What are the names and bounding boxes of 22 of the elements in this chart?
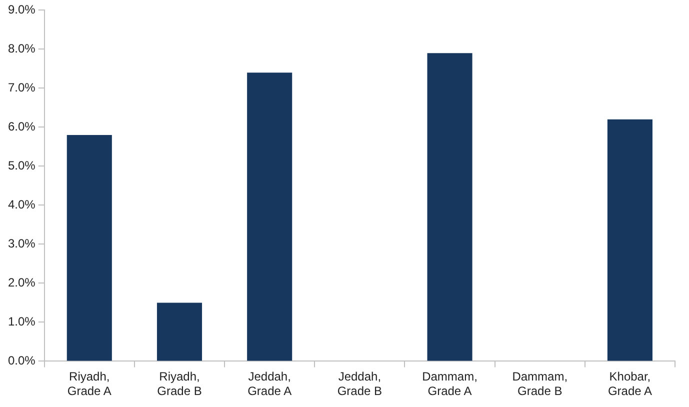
- x-tick-label: Riyadh, Grade B: [157, 370, 202, 398]
- y-tick-label: 8.0%: [8, 42, 36, 56]
- y-tick-label: 4.0%: [8, 198, 36, 212]
- bar: [247, 72, 292, 361]
- y-tick-label: 0.0%: [8, 354, 36, 368]
- x-tick-label: Dammam, Grade B: [512, 370, 568, 398]
- bar: [66, 135, 112, 361]
- y-tick-label: 1.0%: [8, 314, 36, 329]
- x-tick-label: Khobar, Grade A: [608, 370, 652, 398]
- y-tick-label: 3.0%: [8, 236, 36, 251]
- x-tick-label: Jeddah, Grade B: [337, 370, 382, 398]
- x-tick-label: Dammam, Grade A: [422, 370, 478, 398]
- y-tick-label: 7.0%: [8, 80, 36, 95]
- y-tick-label: 2.0%: [8, 276, 36, 290]
- y-tick-label: 6.0%: [8, 120, 36, 134]
- x-tick-label: Riyadh, Grade A: [67, 370, 112, 398]
- bar: [427, 53, 472, 361]
- bar: [156, 302, 202, 361]
- y-tick-label: 5.0%: [8, 158, 36, 173]
- y-tick-label: 9.0%: [8, 2, 36, 17]
- bar: [607, 119, 652, 361]
- x-tick-label: Jeddah, Grade A: [248, 370, 292, 398]
